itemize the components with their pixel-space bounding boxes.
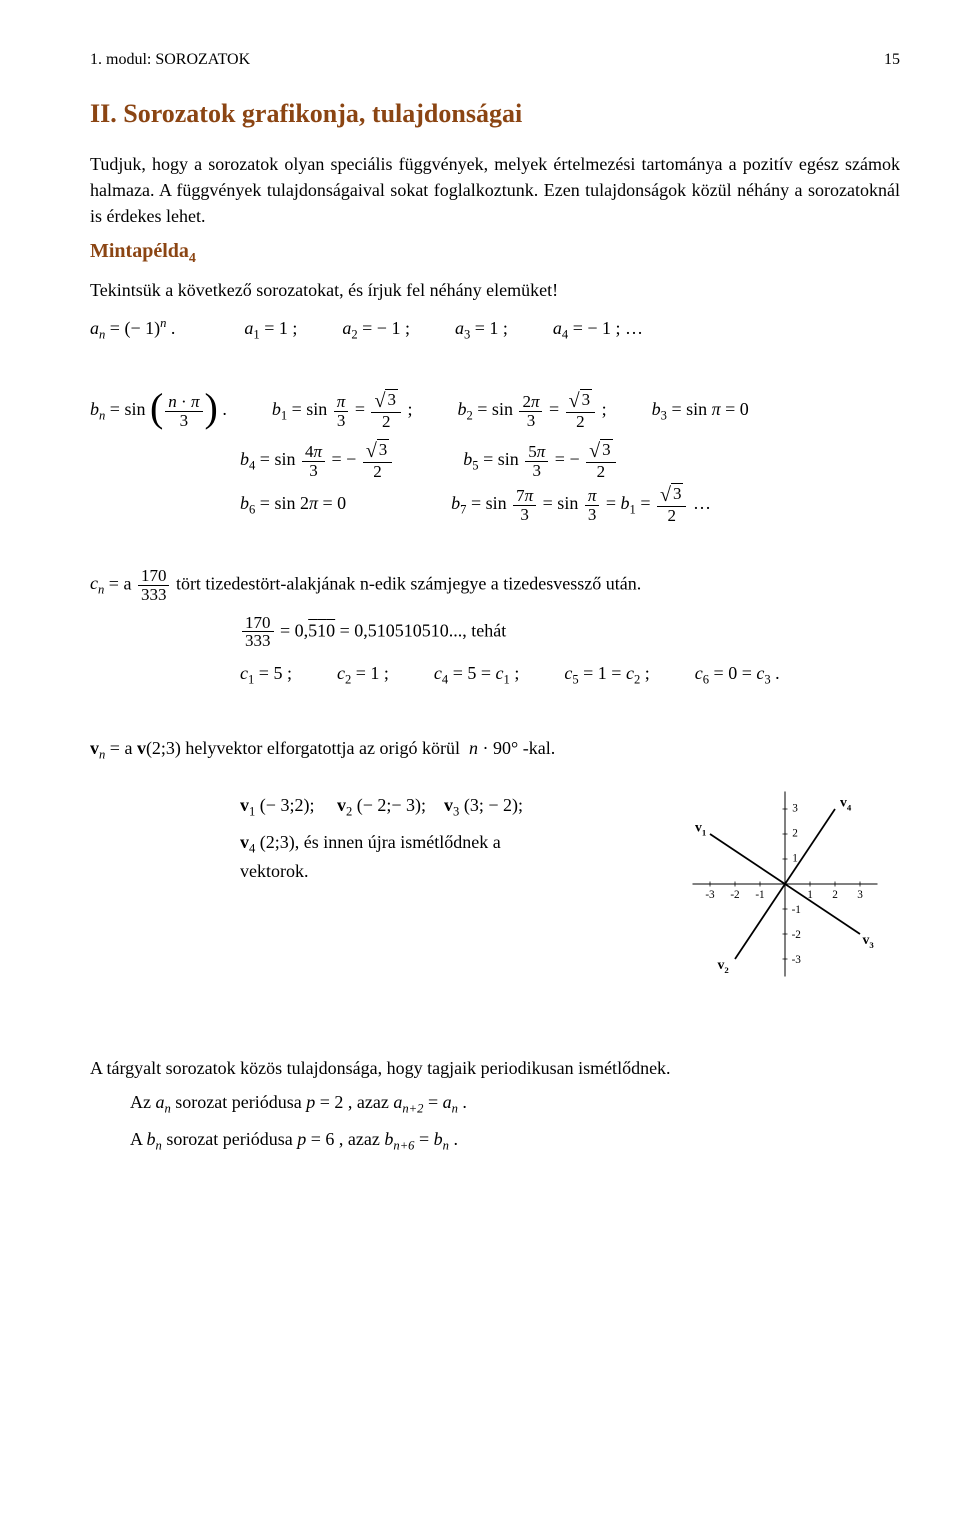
svg-text:-1: -1 — [755, 889, 764, 901]
b3: b3 = sin π = 0 — [652, 399, 749, 419]
v-block: v1 (− 3;2); v2 (− 2;− 3); v3 (3; − 2); v… — [90, 784, 900, 991]
section-title: II. Sorozatok grafikonja, tulajdonságai — [90, 95, 900, 133]
c-decimal: 170333 = 0,510 = 0,510510510..., tehát — [240, 614, 900, 651]
b7: b7 = sin 7π3 = sin π3 = b1 = √32 … — [451, 493, 711, 513]
b1: b1 = sin π3 = √32 ; — [272, 399, 417, 419]
page-header: 1. modul: SOROZATOK 15 — [90, 48, 900, 71]
svg-text:v2: v2 — [717, 957, 728, 975]
v-row1: v1 (− 3;2); v2 (− 2;− 3); v3 (3; − 2); — [240, 792, 670, 821]
c-values: c1 = 5 ; c2 = 1 ; c4 = 5 = c1 ; c5 = 1 =… — [240, 660, 900, 689]
v-lead: vn = a v(2;3) helyvektor elforgatottja a… — [90, 735, 900, 764]
svg-text:-3: -3 — [705, 889, 715, 901]
svg-text:2: 2 — [792, 827, 798, 839]
closing-an: Az an sorozat periódusa p = 2 , azaz an+… — [130, 1089, 900, 1118]
svg-text:v4: v4 — [840, 794, 852, 812]
svg-text:-2: -2 — [791, 929, 800, 941]
example-label: Mintapélda4 — [90, 240, 196, 262]
svg-text:3: 3 — [792, 802, 798, 814]
c-after: tört tizedestört-alakjának n-edik számje… — [176, 573, 641, 593]
svg-text:-3: -3 — [791, 954, 801, 966]
sequence-c-def: cn = a 170333 tört tizedestört-alakjának… — [90, 567, 900, 604]
c6: c6 = 0 = c3 . — [695, 663, 780, 683]
a3: a3 = 1 ; — [455, 318, 508, 338]
svg-text:1: 1 — [807, 889, 813, 901]
svg-text:v1: v1 — [695, 819, 706, 837]
c1: c1 = 5 ; — [240, 663, 292, 683]
example-index: 4 — [189, 251, 196, 266]
example-sentence: Tekintsük a következő sorozatokat, és ír… — [90, 277, 900, 303]
header-left: 1. modul: SOROZATOK — [90, 48, 250, 71]
svg-text:2: 2 — [832, 889, 838, 901]
svg-text:3: 3 — [857, 889, 863, 901]
example-label-text: Mintapélda — [90, 240, 189, 262]
b6: b6 = sin 2π = 0 — [240, 493, 351, 513]
vector-graph: -3 -2 -1 1 2 3 3 2 1 -1 -2 -3 v1 v2 v3 v4 — [685, 784, 885, 991]
svg-text:v3: v3 — [862, 932, 874, 950]
header-right: 15 — [884, 48, 900, 71]
b2: b2 = sin 2π3 = √32 ; — [457, 399, 611, 419]
c2: c2 = 1 ; — [337, 663, 389, 683]
svg-text:1: 1 — [792, 852, 798, 864]
closing-line: A tárgyalt sorozatok közös tulajdonsága,… — [90, 1055, 900, 1081]
intro-paragraph: Tudjuk, hogy a sorozatok olyan speciális… — [90, 151, 900, 229]
sequence-b-row1: bn = sin (n · π3) . b1 = sin π3 = √32 ; … — [90, 391, 900, 431]
a4: a4 = − 1 ; … — [553, 318, 643, 338]
sequence-a-row: an = (− 1)n . a1 = 1 ; a2 = − 1 ; a3 = 1… — [90, 314, 900, 344]
v-row2: v4 (2;3), és innen újra ismétlődnek avek… — [240, 829, 670, 884]
a1: a1 = 1 ; — [244, 318, 297, 338]
b5: b5 = sin 5π3 = − √32 — [463, 449, 617, 469]
a-def: an = (− 1)n . — [90, 318, 180, 338]
c4: c4 = 5 = c1 ; — [434, 663, 519, 683]
vector-graph-svg: -3 -2 -1 1 2 3 3 2 1 -1 -2 -3 v1 v2 v3 v4 — [685, 784, 885, 984]
a2: a2 = − 1 ; — [342, 318, 410, 338]
svg-text:-2: -2 — [730, 889, 739, 901]
closing-bn: A bn sorozat periódusa p = 6 , azaz bn+6… — [130, 1126, 900, 1155]
svg-text:-1: -1 — [791, 904, 800, 916]
bn-def: bn = sin (n · π3) . — [90, 399, 231, 419]
sequence-b-row3: b6 = sin 2π = 0 b7 = sin 7π3 = sin π3 = … — [240, 485, 900, 525]
c5: c5 = 1 = c2 ; — [564, 663, 649, 683]
sequence-b-row2: b4 = sin 4π3 = − √32 b5 = sin 5π3 = − √3… — [240, 441, 900, 481]
b4: b4 = sin 4π3 = − √32 — [240, 449, 399, 469]
